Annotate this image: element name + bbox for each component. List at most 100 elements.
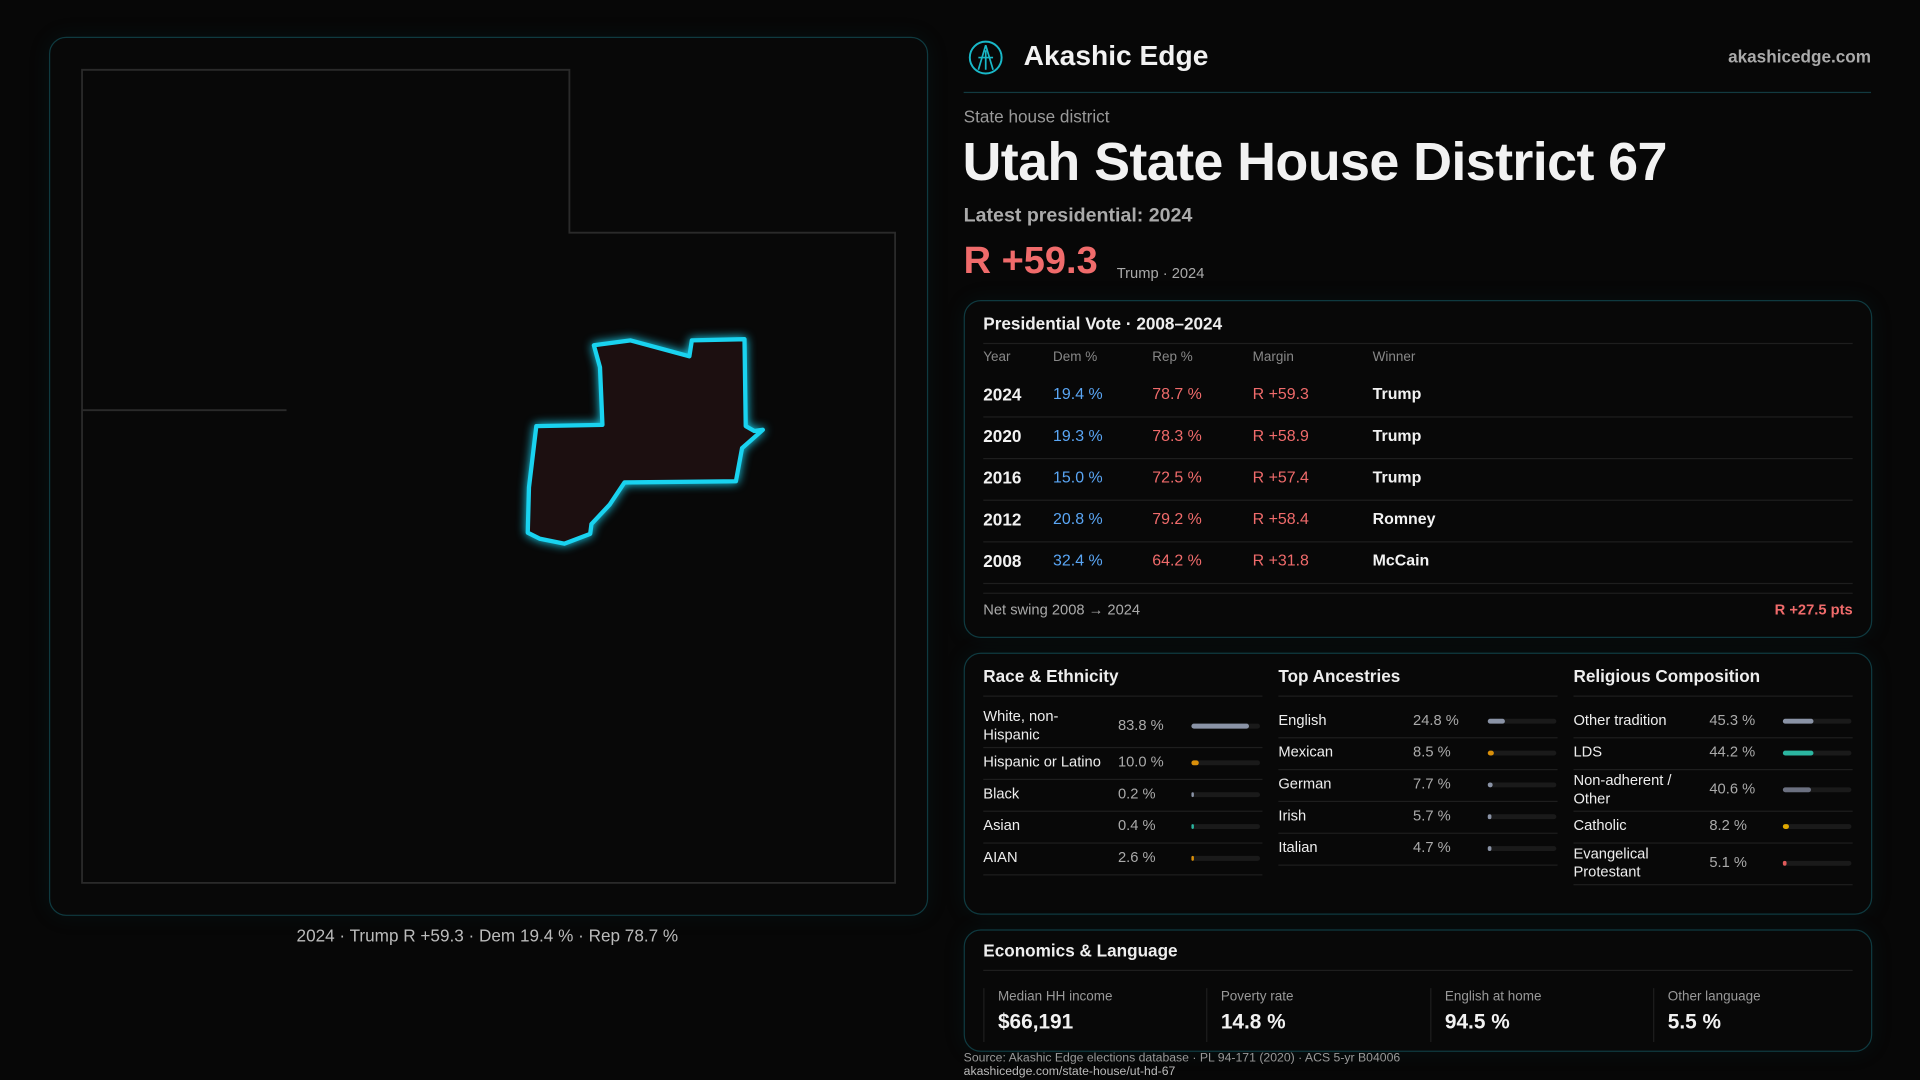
item-value: 2.6 % xyxy=(1117,848,1156,866)
source-text: Source: Akashic Edge elections database … xyxy=(963,1051,1401,1066)
district-shape[interactable] xyxy=(525,337,766,546)
item-bar-fill xyxy=(1191,723,1249,729)
item-label: German xyxy=(1278,775,1332,793)
item-label: Other tradition xyxy=(1573,711,1667,729)
row-divider xyxy=(983,582,1853,585)
stat-divider xyxy=(1430,988,1432,1043)
margin-cell: R +31.8 xyxy=(1252,551,1309,570)
item-bar xyxy=(1487,846,1557,852)
row-divider xyxy=(1278,737,1558,739)
year-cell: 2024 xyxy=(983,384,1022,405)
row-divider xyxy=(1573,768,1853,771)
item-label: English xyxy=(1278,711,1327,729)
row-divider xyxy=(983,778,1263,781)
item-bar-fill xyxy=(1191,760,1199,766)
item-value: 4.7 % xyxy=(1413,838,1451,856)
item-value: 24.8 % xyxy=(1413,711,1459,729)
dem-cell: 15.0 % xyxy=(1053,467,1103,487)
rep-cell: 79.2 % xyxy=(1152,509,1202,528)
margin-cell: R +59.3 xyxy=(1252,384,1309,403)
winner-cell: Trump xyxy=(1372,467,1422,487)
item-bar-fill xyxy=(1191,855,1194,861)
rep-cell: 64.2 % xyxy=(1152,551,1202,570)
row-divider xyxy=(983,810,1263,812)
row-divider xyxy=(983,457,1853,460)
item-value: 8.5 % xyxy=(1413,743,1451,761)
row-divider xyxy=(1573,810,1853,812)
divider xyxy=(1573,695,1853,697)
item-bar xyxy=(1191,723,1261,729)
col-year: Year xyxy=(983,350,1011,365)
item-value: 5.7 % xyxy=(1413,806,1451,825)
item-bar xyxy=(1782,787,1852,793)
stat-divider xyxy=(983,988,985,1043)
col-dem: Dem % xyxy=(1053,350,1098,365)
map-caption: 2024 · Trump R +59.3 · Dem 19.4 % · Rep … xyxy=(296,925,679,946)
item-label: Irish xyxy=(1278,806,1307,825)
item-label: Mexican xyxy=(1278,743,1334,761)
item-bar-fill xyxy=(1487,846,1491,852)
item-bar-fill xyxy=(1191,824,1194,829)
stat-label: Other language xyxy=(1667,989,1761,1005)
winner-cell: Romney xyxy=(1372,509,1436,528)
item-value: 5.1 % xyxy=(1709,853,1747,871)
item-bar xyxy=(1782,860,1852,866)
row-divider xyxy=(1278,864,1558,866)
item-bar-fill xyxy=(1782,718,1814,724)
rep-cell: 78.7 % xyxy=(1152,384,1202,403)
row-divider xyxy=(1573,737,1853,739)
item-label: Asian xyxy=(983,816,1021,834)
dem-cell: 20.8 % xyxy=(1053,509,1103,528)
item-bar-fill xyxy=(1782,750,1814,756)
race-title: Race & Ethnicity xyxy=(983,666,1119,686)
stat-label: English at home xyxy=(1444,989,1542,1005)
header-divider xyxy=(963,91,1872,94)
divider xyxy=(1278,695,1558,697)
divider xyxy=(983,695,1263,697)
item-value: 45.3 % xyxy=(1709,711,1756,729)
item-label: Non-adherent / Other xyxy=(1573,771,1672,807)
item-label: White, non-Hispanic xyxy=(983,707,1059,744)
winner-cell: Trump xyxy=(1372,426,1422,445)
page-title: Utah State House District 67 xyxy=(962,132,1667,193)
row-divider xyxy=(983,499,1853,501)
presidential-title: Presidential Vote · 2008–2024 xyxy=(983,313,1223,334)
col-margin: Margin xyxy=(1252,350,1294,365)
row-divider xyxy=(1278,768,1558,771)
stat-label: Median HH income xyxy=(997,989,1113,1005)
item-bar-fill xyxy=(1782,787,1811,793)
divider xyxy=(983,969,1853,972)
headline-margin: R +59.3 xyxy=(963,238,1098,282)
site-link[interactable]: akashicedge.com xyxy=(1728,46,1872,67)
row-divider xyxy=(983,746,1263,749)
row-divider xyxy=(983,874,1263,876)
item-bar xyxy=(1782,718,1852,724)
rep-cell: 78.3 % xyxy=(1152,426,1202,445)
item-label: Evangelical Protestant xyxy=(1573,844,1649,881)
item-label: LDS xyxy=(1573,743,1603,761)
dem-cell: 19.4 % xyxy=(1053,384,1103,403)
source-url[interactable]: akashicedge.com/state-house/ut-hd-67 xyxy=(963,1065,1176,1079)
row-divider xyxy=(1278,800,1558,803)
year-cell: 2016 xyxy=(983,467,1022,488)
item-value: 8.2 % xyxy=(1709,816,1747,834)
item-bar-fill xyxy=(1487,782,1494,788)
item-label: Catholic xyxy=(1573,816,1627,834)
presidential-panel xyxy=(963,300,1873,638)
latest-presidential: Latest presidential: 2024 xyxy=(963,205,1193,227)
item-bar xyxy=(1191,792,1261,798)
item-bar-fill xyxy=(1487,718,1505,724)
dem-cell: 19.3 % xyxy=(1053,426,1103,445)
item-bar xyxy=(1782,750,1852,756)
margin-cell: R +58.9 xyxy=(1252,426,1309,445)
item-value: 10.0 % xyxy=(1117,753,1164,771)
winner-cell: Trump xyxy=(1372,384,1422,403)
item-bar xyxy=(1487,782,1557,788)
row-divider xyxy=(983,416,1853,418)
dem-cell: 32.4 % xyxy=(1053,551,1103,570)
year-cell: 2020 xyxy=(983,426,1022,446)
item-bar xyxy=(1487,750,1557,756)
stat-value: $66,191 xyxy=(997,1010,1074,1034)
row-divider xyxy=(983,541,1853,543)
